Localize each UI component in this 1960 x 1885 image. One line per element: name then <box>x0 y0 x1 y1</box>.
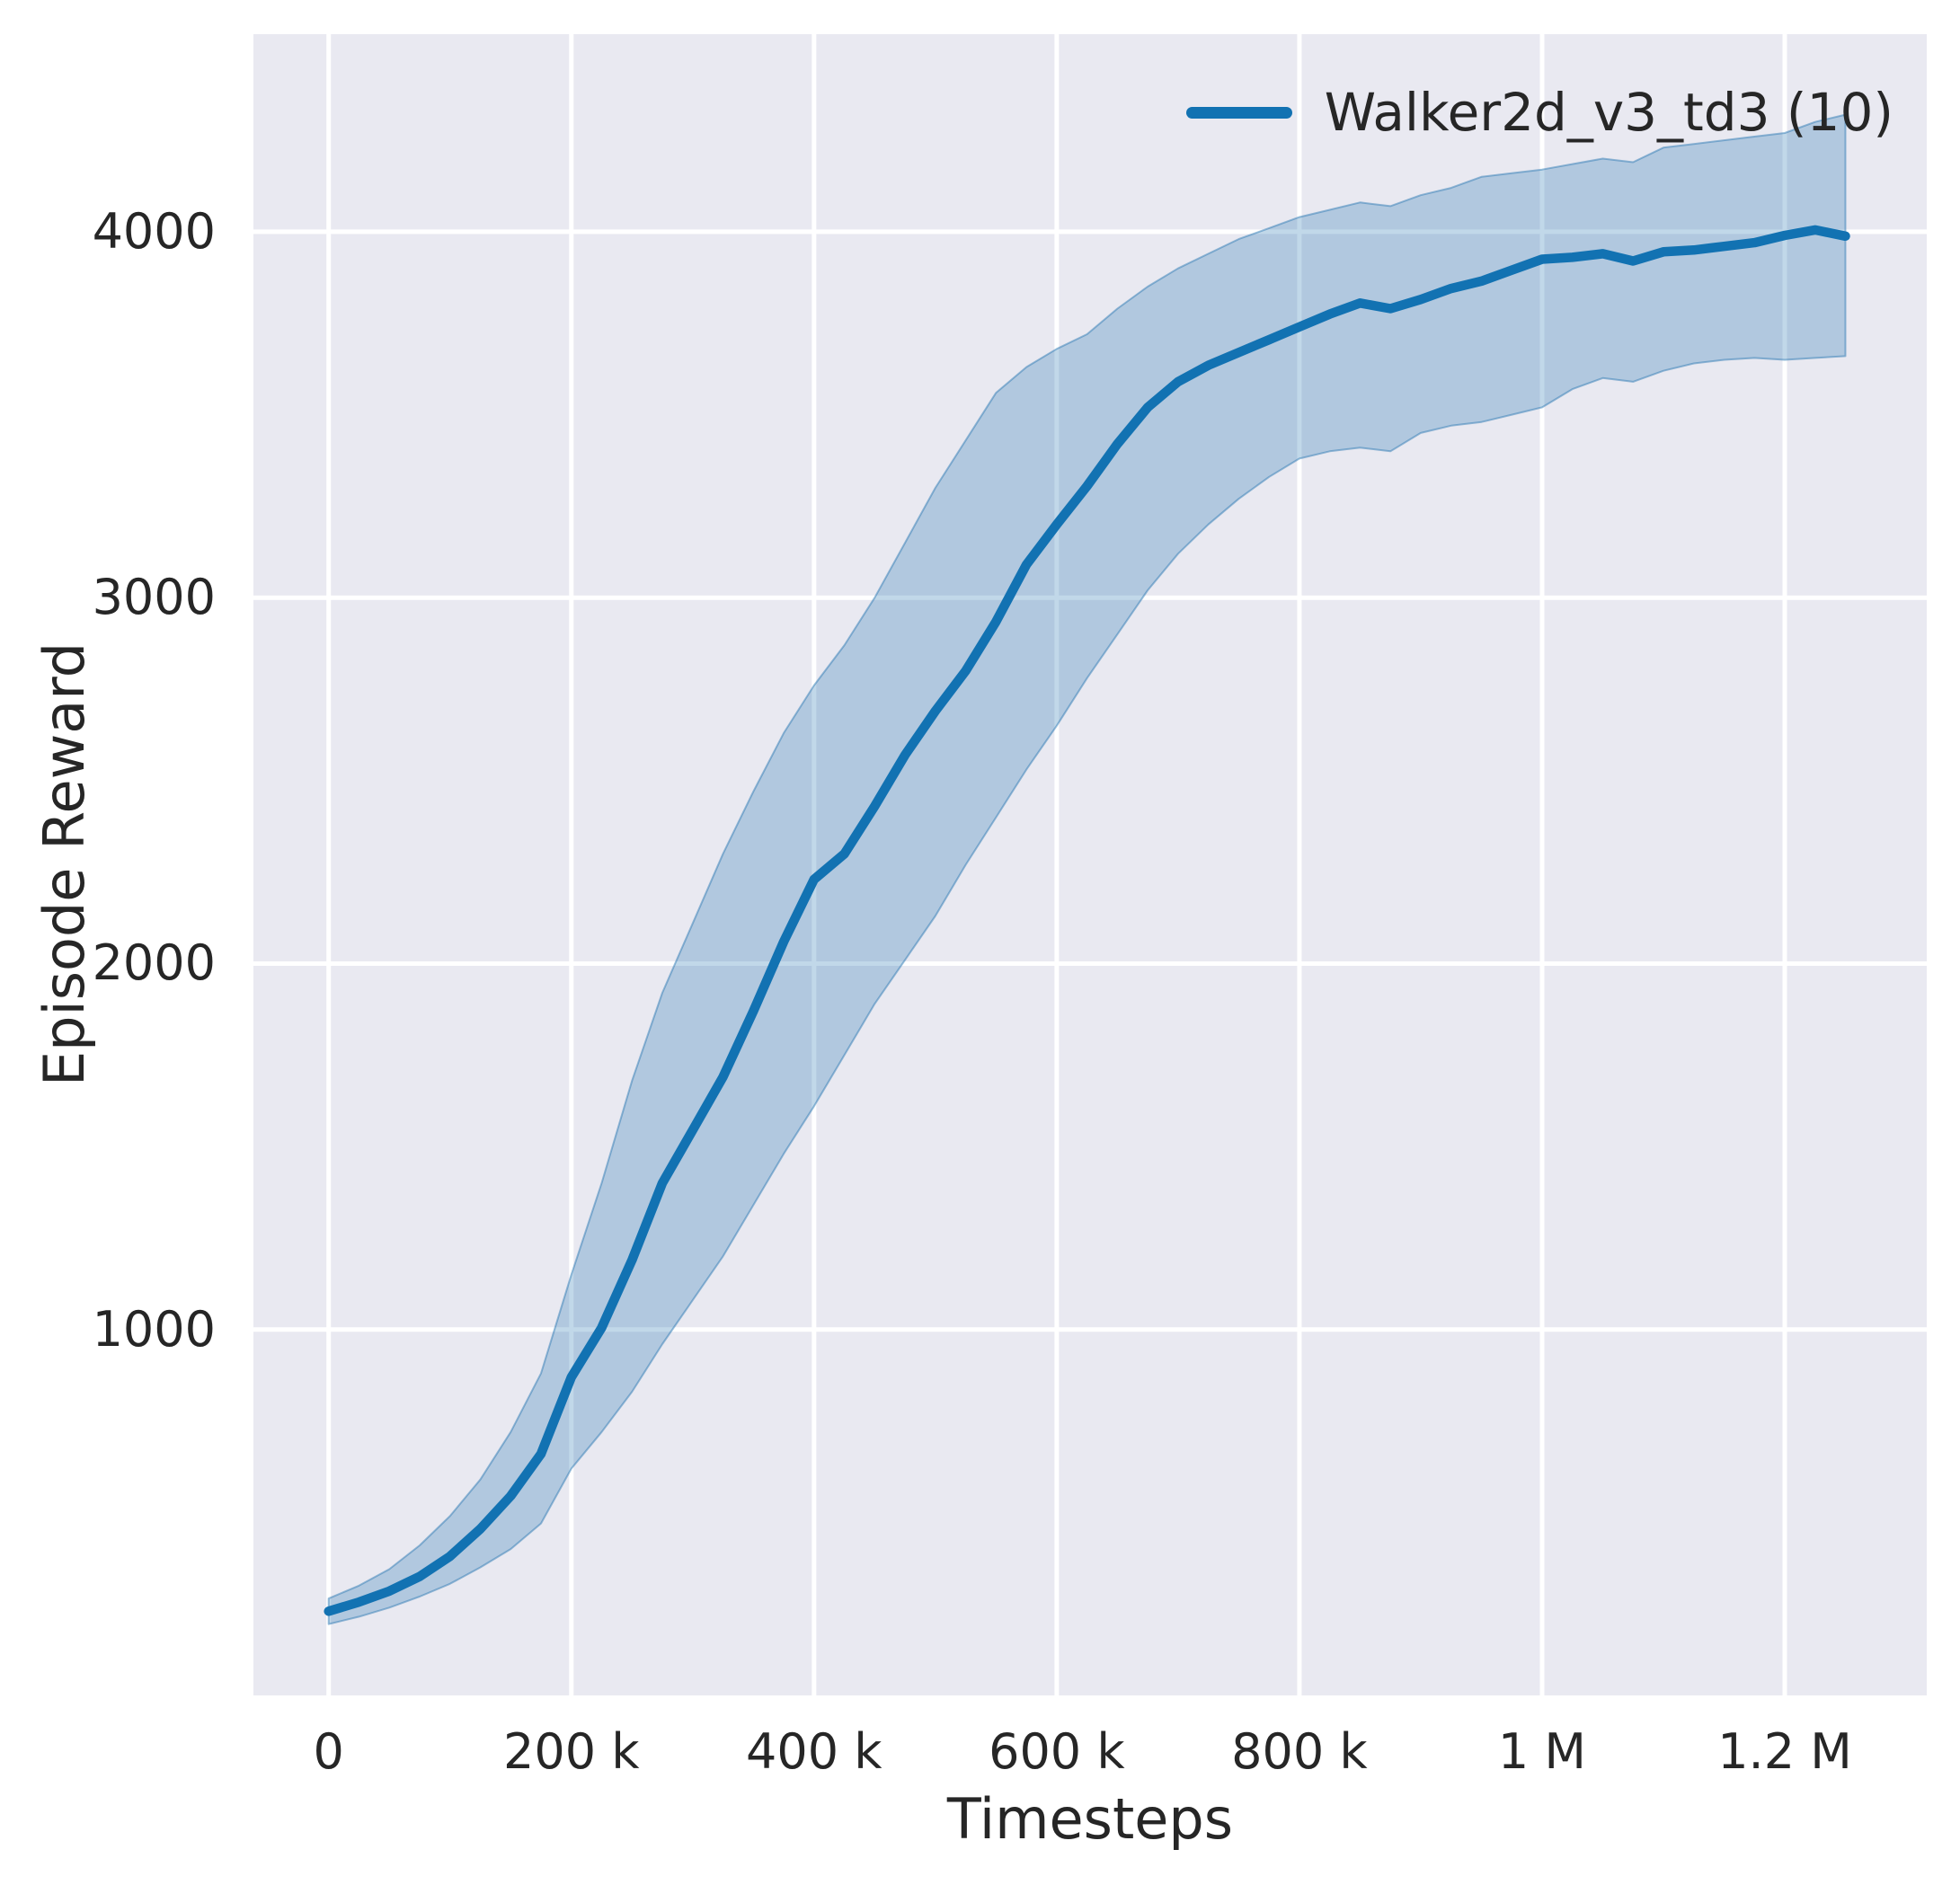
x-tick-label: 400 k <box>746 1723 882 1780</box>
x-tick-label: 800 k <box>1231 1723 1368 1780</box>
mean-line <box>324 225 1850 1616</box>
y-axis-label: Episode Reward <box>31 642 97 1087</box>
x-tick-label: 0 <box>313 1723 344 1780</box>
std-band <box>327 113 1847 1625</box>
legend-series-label: Walker2d_v3_td3 (10) <box>1324 82 1893 143</box>
x-axis-label: Timesteps <box>946 1786 1234 1852</box>
y-tick-label: 4000 <box>92 202 216 260</box>
y-tick-label: 1000 <box>92 1300 216 1358</box>
y-tick-label: 3000 <box>92 569 216 626</box>
x-tick-label: 1 M <box>1497 1723 1587 1780</box>
x-tick-label: 1.2 M <box>1717 1723 1852 1780</box>
y-tick-label: 2000 <box>92 934 216 992</box>
legend-line-sample <box>1185 106 1292 119</box>
x-tick-label: 200 k <box>503 1723 640 1780</box>
plot-area <box>253 34 1927 1695</box>
legend: Walker2d_v3_td3 (10) <box>1185 79 1893 146</box>
x-tick-label: 600 k <box>989 1723 1125 1780</box>
